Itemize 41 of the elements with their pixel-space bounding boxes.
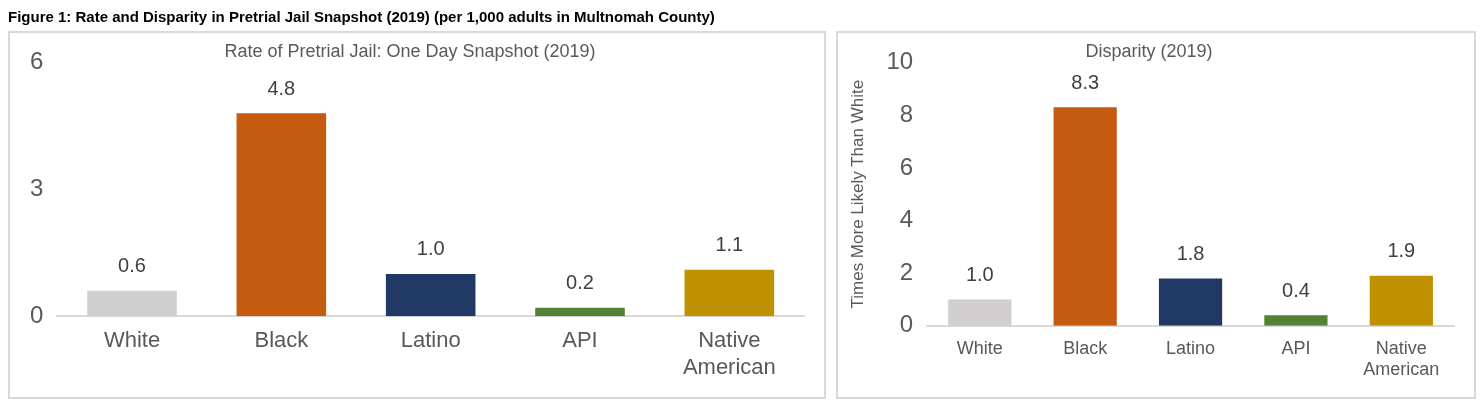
y-tick-label: 6: [899, 152, 914, 180]
bar: [684, 269, 775, 317]
bar: [1369, 275, 1433, 326]
chart-title: Disparity (2019): [1085, 40, 1213, 61]
x-tick-label: Black: [254, 327, 310, 353]
data-label: 4.8: [267, 76, 296, 99]
data-label: 1.8: [1176, 241, 1205, 264]
data-label: 0.4: [1282, 278, 1310, 301]
x-tick-label: API: [562, 327, 598, 353]
x-tick-label: Native American: [682, 327, 776, 379]
x-tick-label: White: [103, 327, 161, 353]
data-label: 0.2: [566, 271, 594, 294]
caption: Figure 1: Rate and Disparity in Pretrial Jail Snapshot (2019) (per 1,000 adults in Multnomah County): [8, 8, 716, 25]
y-tick-label: 10: [886, 47, 914, 75]
data-label: 1.0: [416, 237, 445, 260]
bar: [1264, 315, 1328, 326]
y-tick-label: 0: [29, 300, 44, 328]
data-label: 1.9: [1387, 239, 1416, 262]
y-tick-label: 4: [899, 205, 914, 233]
data-label: 1.0: [965, 263, 994, 285]
data-label: 8.3: [1071, 70, 1100, 93]
x-tick-label: API: [1281, 337, 1311, 358]
x-tick-label: Black: [1063, 337, 1109, 358]
x-tick-label: Latino: [1166, 337, 1216, 358]
y-tick-label: 8: [899, 99, 914, 127]
x-tick-label: Native American: [1363, 337, 1440, 380]
y-tick-label: 3: [29, 174, 44, 202]
bar: [1053, 107, 1117, 326]
y-tick-label: 0: [899, 310, 914, 338]
data-label: 0.6: [118, 254, 146, 277]
bar: [535, 307, 625, 317]
data-label: 1.1: [715, 233, 744, 256]
bar: [1158, 278, 1223, 326]
bar: [236, 113, 327, 317]
y-tick-label: 6: [29, 47, 44, 75]
x-tick-label: Latino: [400, 327, 461, 353]
x-tick-label: White: [956, 337, 1003, 358]
y-tick-label: 2: [899, 257, 914, 285]
chart-title: Rate of Pretrial Jail: One Day Snapshot (2019): [224, 40, 596, 61]
y-axis-title: Times More Likely Than White: [847, 79, 867, 309]
bar: [385, 273, 476, 317]
